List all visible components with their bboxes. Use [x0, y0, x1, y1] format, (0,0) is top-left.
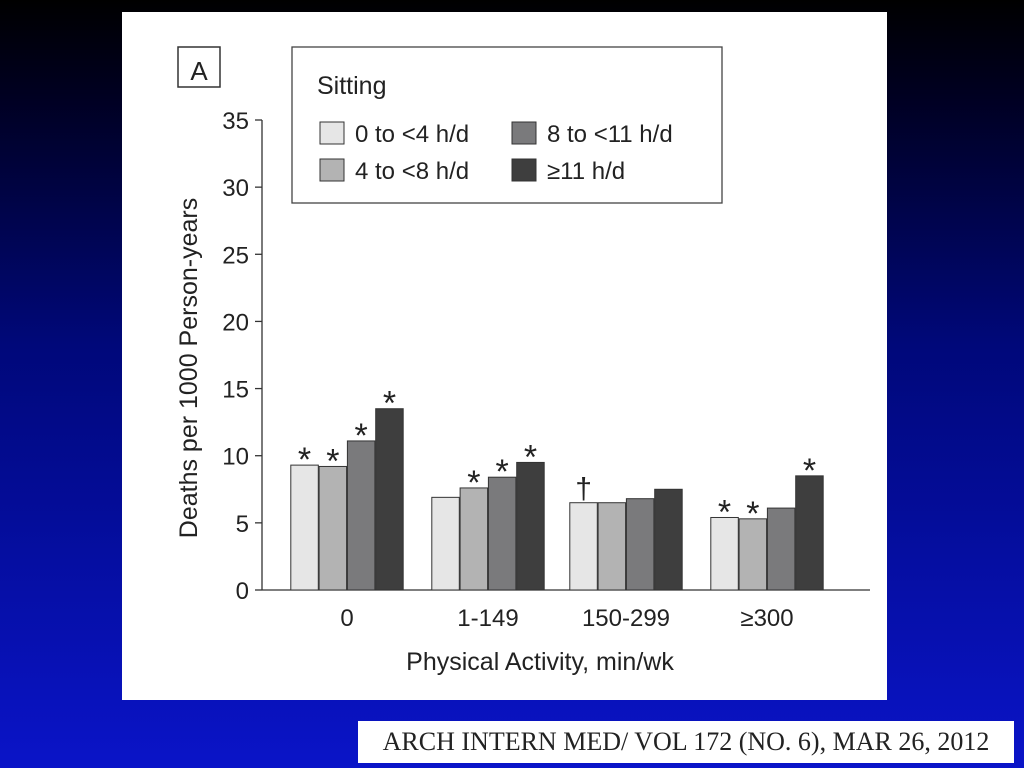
significance-asterisk: * [467, 464, 480, 502]
legend-swatch [511, 121, 537, 145]
bar [318, 465, 348, 591]
legend-title: Sitting [317, 72, 386, 100]
x-tick-label: 150-299 [582, 605, 670, 632]
bar [766, 507, 796, 591]
significance-asterisk: * [718, 493, 731, 531]
bar [516, 461, 545, 591]
legend-swatch [511, 158, 537, 182]
bar [795, 475, 824, 591]
legend-swatch [319, 121, 345, 145]
significance-asterisk: * [298, 441, 311, 479]
y-tick-label: 5 [236, 511, 249, 538]
panel-label: A [190, 56, 208, 86]
bar [597, 502, 627, 591]
legend: 0 to <4 h/d 4 to <8 h/d 8 to <11 h/d ≥11 h/… [319, 121, 673, 185]
significance-asterisk: * [326, 442, 339, 480]
y-axis-ticks: 0 5 10 15 20 25 30 35 [222, 108, 262, 605]
legend-label: 0 to <4 h/d [355, 121, 469, 148]
bar [290, 464, 319, 591]
x-tick-label: ≥300 [740, 605, 793, 632]
bar [431, 496, 460, 591]
significance-markers: * * * * * * * † * * * [298, 385, 816, 533]
bar [375, 408, 404, 591]
significance-dagger: † [575, 473, 592, 506]
significance-asterisk: * [746, 495, 759, 533]
bar [710, 516, 739, 591]
y-tick-label: 25 [222, 242, 249, 269]
bar [738, 518, 768, 591]
bar [625, 498, 655, 591]
y-tick-label: 0 [236, 578, 249, 605]
x-tick-label: 0 [340, 605, 353, 632]
bars [290, 408, 824, 591]
significance-asterisk: * [803, 452, 816, 490]
legend-label: 4 to <8 h/d [355, 158, 469, 185]
significance-asterisk: * [496, 453, 509, 491]
significance-asterisk: * [524, 438, 537, 476]
y-tick-label: 35 [222, 108, 249, 135]
bar [346, 440, 376, 591]
bar [654, 488, 683, 591]
citation-caption: ARCH INTERN MED/ VOL 172 (NO. 6), MAR 26… [358, 721, 1014, 763]
bar [569, 502, 598, 591]
x-axis-label: Physical Activity, min/wk [406, 648, 674, 676]
y-tick-label: 10 [222, 444, 249, 471]
legend-swatch [319, 158, 345, 182]
y-axis-label: Deaths per 1000 Person-years [175, 198, 203, 538]
x-tick-label: 1-149 [457, 605, 518, 632]
bar [487, 476, 517, 591]
panel-label-box [177, 46, 221, 88]
y-tick-label: 15 [222, 377, 249, 404]
bar-chart: A Sitting 0 to <4 h/d 4 to <8 h/d 8 to <11… [175, 46, 870, 676]
y-tick-label: 30 [222, 175, 249, 202]
x-axis-tick-labels: 0 1-149 150-299 ≥300 [340, 605, 793, 632]
figure-panel: A Sitting 0 to <4 h/d 4 to <8 h/d 8 to <11… [122, 12, 887, 700]
significance-asterisk: * [355, 417, 368, 455]
legend-box [291, 46, 723, 204]
bar [459, 487, 489, 591]
legend-label: ≥11 h/d [547, 158, 625, 185]
significance-asterisk: * [383, 385, 396, 423]
legend-label: 8 to <11 h/d [547, 121, 673, 148]
y-tick-label: 20 [222, 309, 249, 336]
